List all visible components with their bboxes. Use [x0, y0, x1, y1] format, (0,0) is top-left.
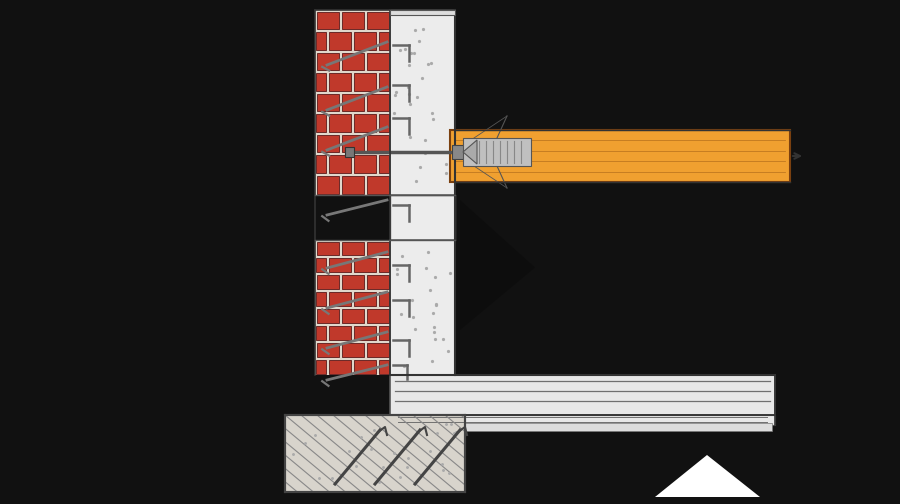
Bar: [354, 32, 376, 49]
Bar: [366, 176, 389, 194]
Bar: [316, 114, 326, 132]
Bar: [345, 147, 354, 157]
Bar: [379, 114, 389, 132]
Bar: [315, 240, 390, 375]
Bar: [390, 375, 775, 415]
Bar: [390, 415, 775, 425]
Bar: [341, 12, 364, 29]
Bar: [329, 32, 351, 49]
Polygon shape: [655, 455, 760, 497]
Bar: [317, 176, 338, 194]
Bar: [354, 326, 376, 340]
Bar: [341, 241, 364, 256]
Bar: [366, 12, 389, 29]
Bar: [329, 292, 351, 306]
Bar: [329, 114, 351, 132]
Bar: [366, 275, 389, 289]
Bar: [316, 155, 326, 173]
Bar: [390, 10, 455, 15]
Bar: [341, 176, 364, 194]
Bar: [395, 423, 772, 431]
Bar: [341, 94, 364, 111]
Bar: [366, 52, 389, 70]
Bar: [316, 32, 326, 49]
Bar: [366, 94, 389, 111]
Bar: [379, 155, 389, 173]
Bar: [341, 135, 364, 152]
Polygon shape: [460, 200, 535, 330]
Bar: [366, 135, 389, 152]
Bar: [317, 94, 338, 111]
Bar: [379, 73, 389, 91]
Bar: [317, 135, 338, 152]
Bar: [463, 138, 531, 166]
Bar: [329, 326, 351, 340]
Bar: [317, 343, 338, 357]
Bar: [354, 114, 376, 132]
Bar: [450, 130, 790, 182]
Bar: [285, 415, 465, 492]
Bar: [390, 240, 455, 375]
Bar: [354, 155, 376, 173]
Bar: [317, 275, 338, 289]
Bar: [366, 241, 389, 256]
Bar: [366, 343, 389, 357]
Bar: [452, 145, 464, 159]
Bar: [316, 326, 326, 340]
Bar: [390, 195, 455, 240]
Bar: [317, 52, 338, 70]
Bar: [366, 309, 389, 323]
Bar: [379, 292, 389, 306]
Bar: [317, 309, 338, 323]
Bar: [354, 360, 376, 373]
Bar: [341, 275, 364, 289]
Bar: [329, 259, 351, 272]
Bar: [329, 155, 351, 173]
Bar: [316, 73, 326, 91]
Bar: [354, 259, 376, 272]
Bar: [341, 52, 364, 70]
Bar: [316, 292, 326, 306]
Bar: [379, 360, 389, 373]
Bar: [329, 73, 351, 91]
Bar: [316, 259, 326, 272]
Polygon shape: [463, 140, 477, 164]
Bar: [354, 292, 376, 306]
Bar: [379, 32, 389, 49]
Bar: [317, 241, 338, 256]
Bar: [317, 12, 338, 29]
Bar: [315, 10, 390, 195]
Bar: [379, 259, 389, 272]
Bar: [354, 73, 376, 91]
Bar: [341, 309, 364, 323]
Bar: [341, 343, 364, 357]
Bar: [329, 360, 351, 373]
Bar: [390, 10, 455, 195]
Bar: [316, 360, 326, 373]
Bar: [379, 326, 389, 340]
